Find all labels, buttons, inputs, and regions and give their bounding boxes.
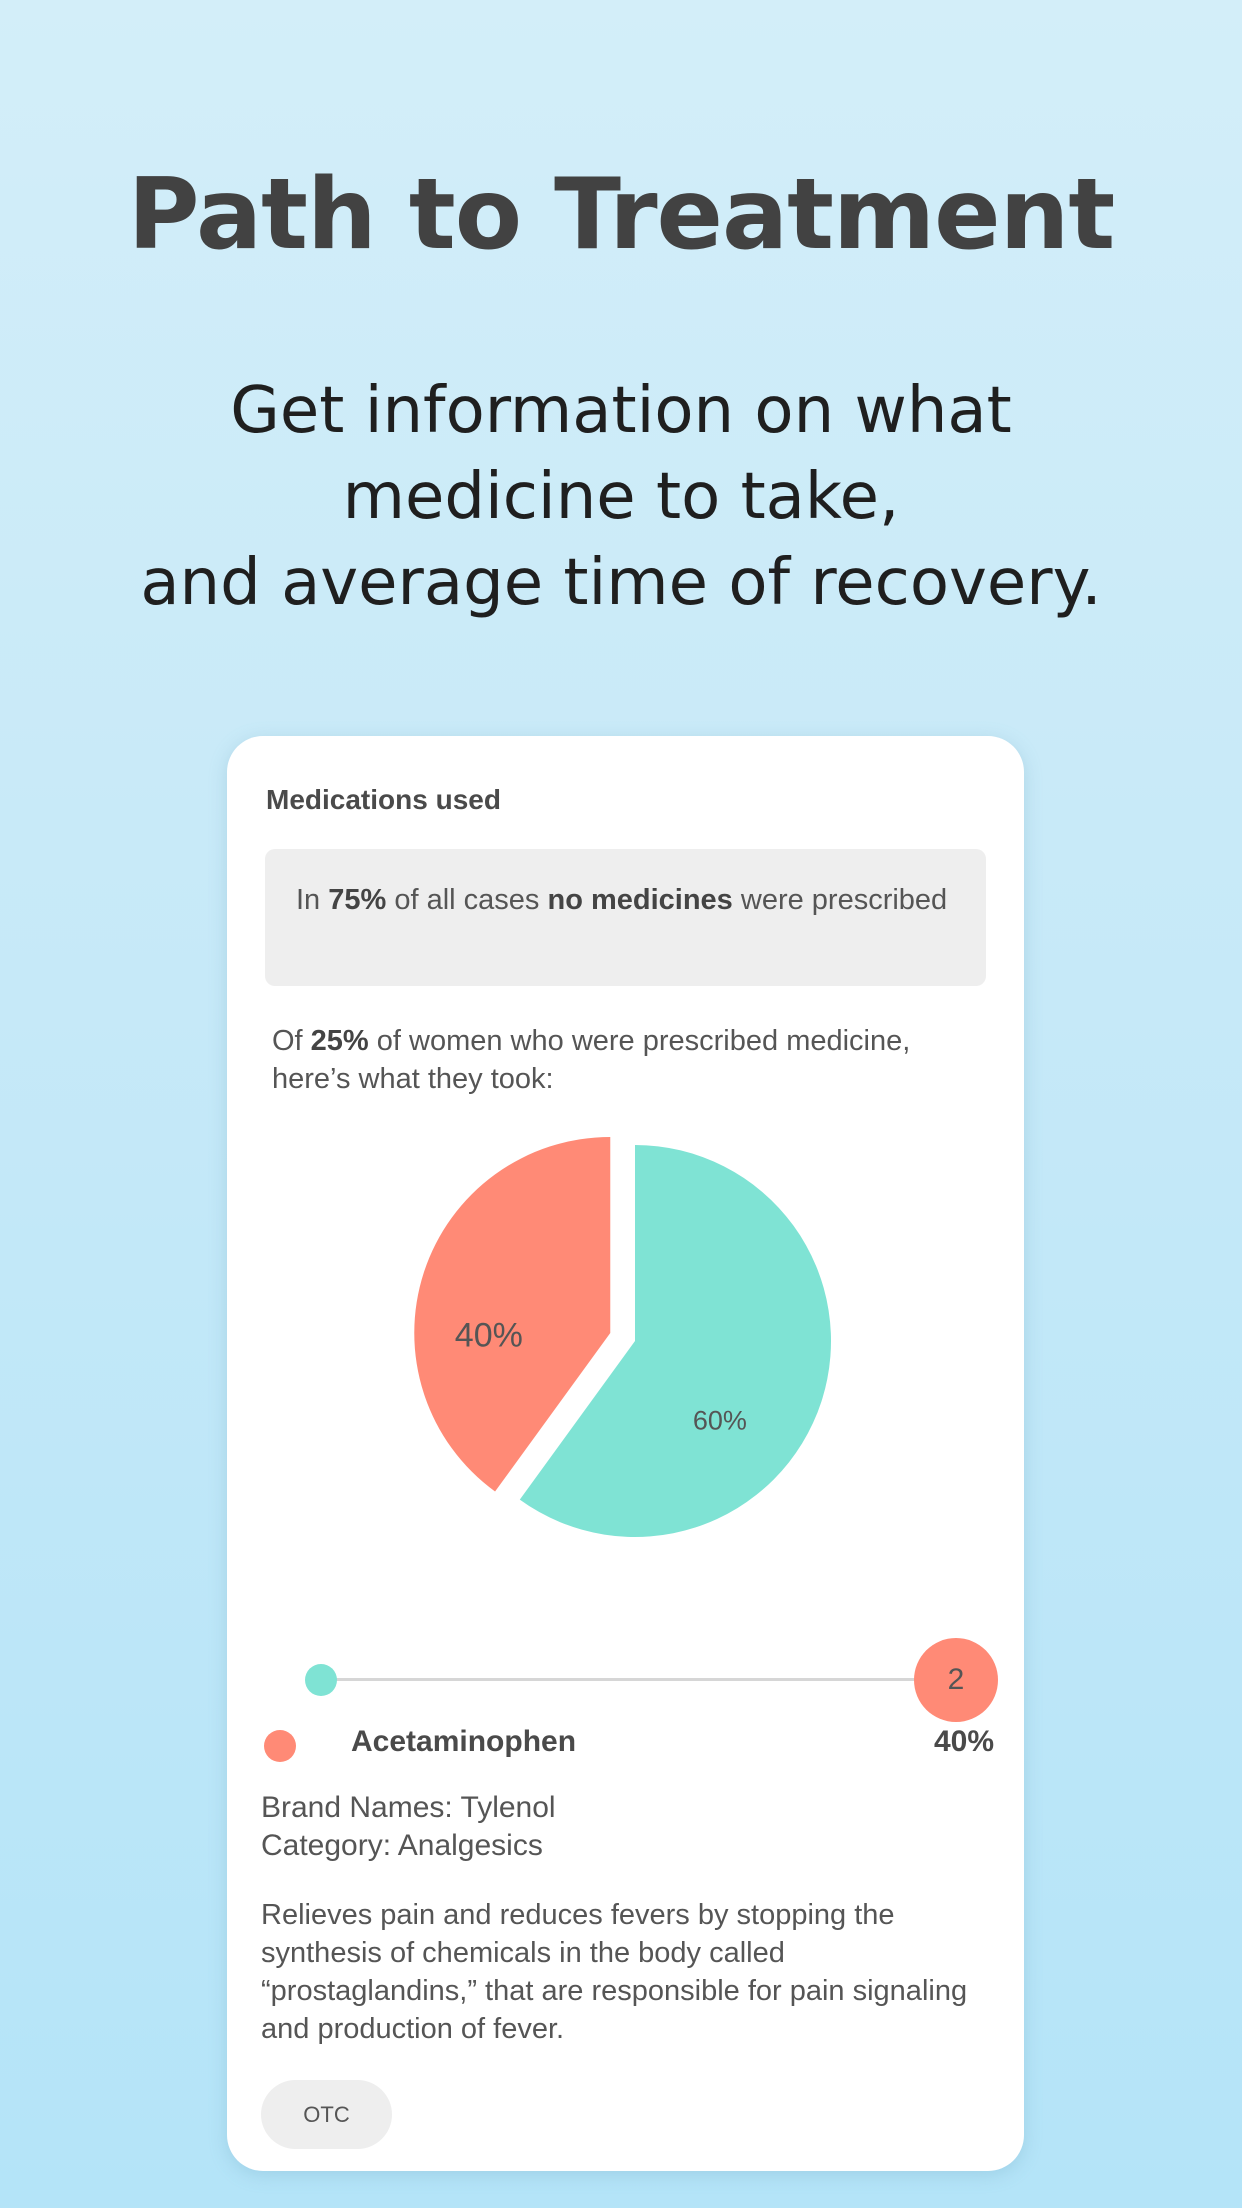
card-title: Medications used [266,784,501,815]
medication-percent: 40% [933,1725,994,1758]
notice-middle: of all cases [386,884,548,916]
intro-prefix: Of [272,1025,311,1057]
pie-slice[interactable] [414,1136,611,1492]
pie-slice-label: 40% [455,1316,523,1354]
intro-suffix: of women who were prescribed medicine, h… [272,1025,911,1095]
medication-color-dot [264,1730,296,1762]
pie-slice-label: 60% [693,1405,747,1435]
notice-emphasis: no medicines [547,884,733,916]
slider-start-knob[interactable] [305,1664,337,1696]
slider-track[interactable] [323,1678,953,1681]
medication-name: Acetaminophen [351,1725,577,1758]
prescribed-intro: Of 25% of women who were prescribed medi… [272,1022,992,1098]
subtitle-line: Get information on what [230,374,1012,448]
medication-pie-chart[interactable]: 40% 60% [227,736,1024,2171]
brand-names: Brand Names: Tylenol [261,1791,556,1824]
otc-badge: OTC [261,2080,392,2149]
medication-row[interactable]: Acetaminophen 40% [264,1721,994,1771]
pie-slice[interactable] [519,1145,832,1537]
notice-prefix: In [296,884,329,916]
medication-info: Brand Names: Tylenol Category: Analgesic… [261,1789,556,1865]
intro-percent: 25% [310,1025,369,1057]
notice-percent: 75% [328,884,387,916]
category: Category: Analgesics [261,1829,543,1862]
pie-chart-area: 40% 60% [227,736,1024,2171]
medication-description: Relieves pain and reduces fevers by stop… [261,1899,968,2045]
slider-value-knob[interactable]: 2 [914,1638,998,1722]
no-medicine-notice: In 75% of all cases no medicines were pr… [265,849,986,986]
page-subtitle: Get information on what medicine to take… [40,368,1202,626]
subtitle-line: medicine to take, [342,460,900,534]
medication-slider[interactable]: 2 [305,1622,1024,1722]
medications-card: Medications used In 75% of all cases no … [227,736,1024,2171]
notice-suffix: were prescribed [732,884,948,916]
subtitle-line: and average time of recovery. [140,546,1102,620]
page-title: Path to Treatment [127,158,1115,272]
